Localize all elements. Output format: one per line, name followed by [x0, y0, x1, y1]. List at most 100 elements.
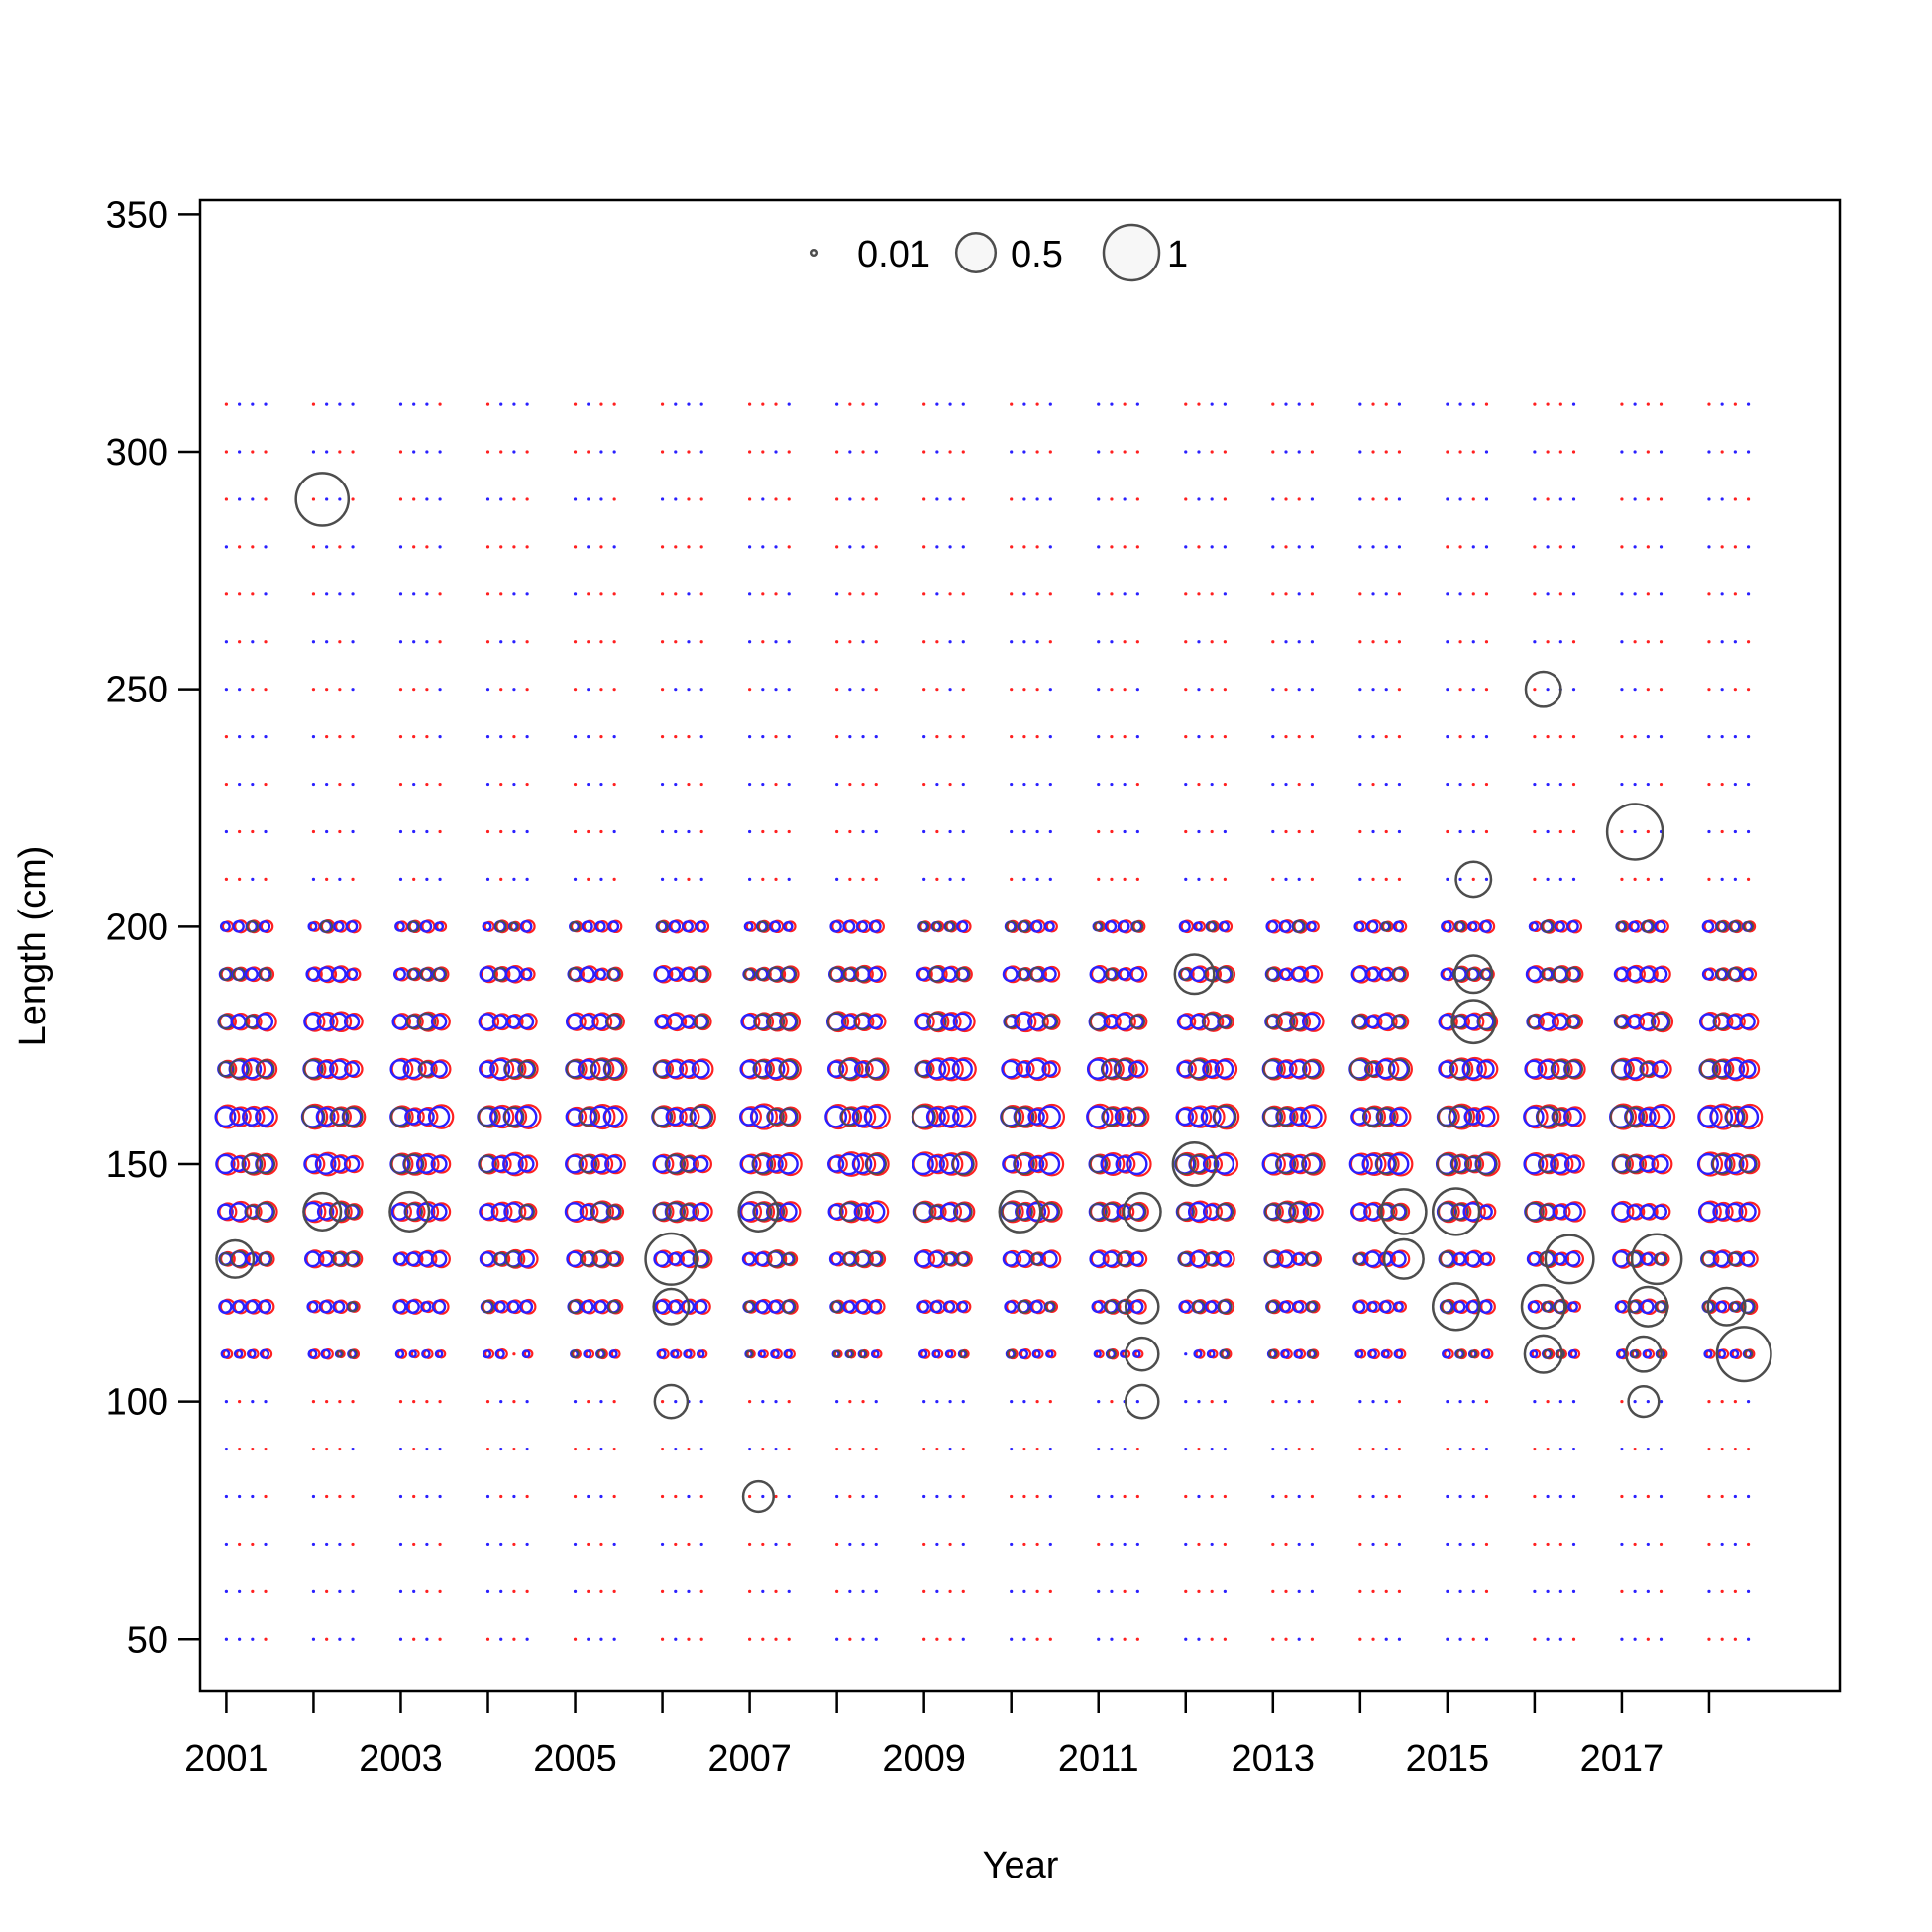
tiny-bubble: [1546, 1589, 1550, 1593]
tiny-bubble: [412, 1589, 416, 1593]
expected-bubble: [867, 1014, 884, 1029]
tiny-bubble: [761, 1447, 765, 1451]
observed-bubble: [772, 1348, 783, 1360]
tiny-bubble: [1210, 640, 1214, 644]
residual-bubble: [1453, 954, 1494, 995]
tiny-bubble: [1197, 1589, 1201, 1593]
tiny-bubble: [599, 450, 603, 454]
tiny-bubble: [1633, 782, 1637, 787]
tiny-bubble: [1646, 829, 1650, 834]
tiny-bubble: [1397, 735, 1402, 739]
tiny-bubble: [1358, 1494, 1362, 1499]
residual-bubble: [1431, 1282, 1481, 1332]
tiny-bubble: [587, 1637, 590, 1641]
expected-bubble: [1478, 1252, 1493, 1266]
tiny-bubble: [1297, 1400, 1301, 1404]
residual-bubble: [944, 920, 956, 932]
tiny-bubble: [1746, 829, 1751, 834]
residual-bubble: [579, 1154, 598, 1174]
expected-bubble: [1037, 1105, 1061, 1128]
tiny-bubble: [412, 450, 416, 454]
tiny-bubble: [1022, 497, 1026, 501]
tiny-bubble: [674, 1447, 678, 1451]
residual-bubble: [1455, 1348, 1465, 1359]
tiny-bubble: [224, 829, 229, 834]
tiny-bubble: [1097, 1447, 1101, 1451]
legend-label: 0.5: [1011, 234, 1063, 275]
tiny-bubble: [1546, 497, 1550, 501]
expected-bubble: [590, 1154, 610, 1174]
tiny-bubble: [1384, 1637, 1388, 1641]
tiny-bubble: [1746, 1400, 1751, 1404]
tiny-bubble: [499, 688, 503, 692]
x-tick-label: 2005: [533, 1738, 617, 1779]
observed-bubble: [1741, 1250, 1759, 1268]
expected-bubble: [579, 966, 595, 983]
tiny-bubble: [835, 782, 839, 787]
tiny-bubble: [1048, 1494, 1052, 1499]
residual-bubble: [1042, 1014, 1059, 1029]
tiny-bubble: [1310, 450, 1315, 454]
residual-bubble: [1551, 1059, 1571, 1079]
expected-bubble: [1741, 967, 1754, 981]
tiny-bubble: [1135, 782, 1139, 787]
tiny-bubble: [1733, 497, 1737, 501]
tiny-bubble: [835, 1494, 839, 1499]
tiny-bubble: [935, 1542, 939, 1547]
expected-bubble: [1628, 920, 1640, 933]
tiny-bubble: [325, 1400, 329, 1404]
observed-bubble: [419, 1249, 438, 1268]
observed-bubble: [1194, 920, 1206, 932]
tiny-bubble: [1358, 497, 1362, 501]
expected-bubble: [944, 1349, 954, 1359]
tiny-bubble: [1123, 1637, 1127, 1641]
tiny-bubble: [512, 782, 516, 787]
expected-bubble: [1380, 1349, 1390, 1359]
tiny-bubble: [1358, 1400, 1362, 1404]
tiny-bubble: [874, 497, 878, 501]
residual-bubble: [1102, 1107, 1122, 1127]
tiny-bubble: [1471, 688, 1475, 692]
tiny-bubble: [1210, 735, 1214, 739]
expected-bubble: [1366, 1301, 1378, 1313]
residual-bubble: [845, 1349, 855, 1358]
observed-bubble: [1553, 1012, 1572, 1031]
tiny-bubble: [1184, 1637, 1188, 1641]
tiny-bubble: [1197, 450, 1201, 454]
expected-bubble: [579, 1203, 595, 1221]
tiny-bubble: [848, 640, 852, 644]
expected-bubble: [1563, 1107, 1582, 1127]
expected-bubble: [652, 1154, 671, 1174]
tiny-bubble: [412, 497, 416, 501]
observed-bubble: [1351, 1107, 1372, 1127]
tiny-bubble: [512, 877, 516, 881]
tiny-bubble: [1197, 829, 1201, 834]
tiny-bubble: [674, 1637, 678, 1641]
expected-bubble: [942, 1300, 956, 1313]
expected-bubble: [1206, 1349, 1216, 1359]
expected-bubble: [777, 1153, 799, 1175]
expected-bubble: [416, 1108, 435, 1126]
tiny-bubble: [587, 782, 590, 787]
observed-bubble: [1356, 1348, 1367, 1359]
tiny-bubble: [325, 592, 329, 596]
residual-bubble: [302, 1191, 343, 1232]
residual-bubble: [956, 967, 971, 982]
tiny-bubble: [699, 1400, 703, 1404]
expected-bubble: [1649, 1105, 1672, 1128]
tiny-bubble: [1659, 1494, 1664, 1499]
tiny-bubble: [1746, 640, 1751, 644]
tiny-bubble: [612, 1494, 616, 1499]
tiny-bubble: [1484, 640, 1489, 644]
tiny-bubble: [1458, 1400, 1462, 1404]
tiny-bubble: [787, 782, 791, 787]
tiny-bubble: [1297, 829, 1301, 834]
tiny-bubble: [1197, 877, 1201, 881]
tiny-bubble: [1533, 545, 1537, 549]
tiny-bubble: [1097, 688, 1101, 692]
tiny-bubble: [961, 402, 965, 406]
observed-bubble: [1464, 1107, 1485, 1127]
expected-bubble: [695, 920, 706, 933]
expected-bubble: [416, 1202, 436, 1222]
tiny-bubble: [961, 592, 965, 596]
